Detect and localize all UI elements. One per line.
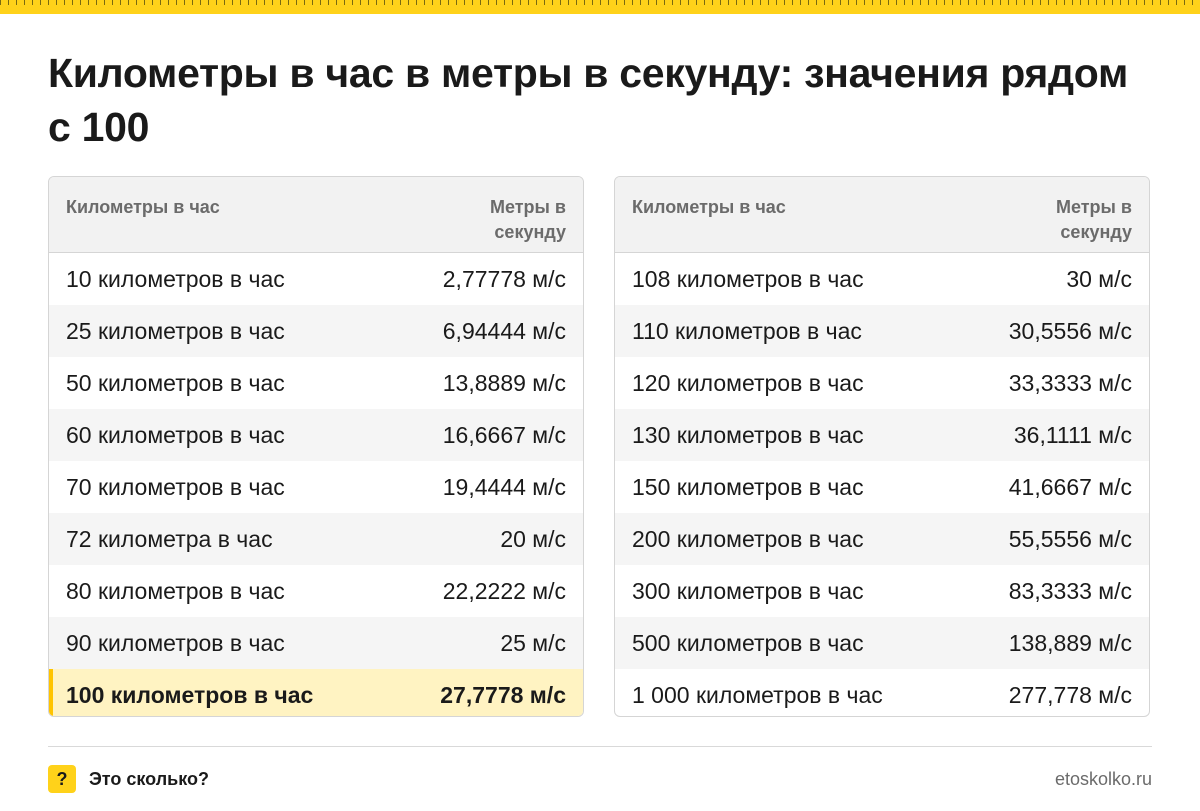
kmh-cell: 110 километров в час (632, 317, 862, 344)
column-header-ms: Метры в секунду (1055, 197, 1132, 242)
table-row: 10 километров в час 2,77778 м/с (49, 253, 583, 305)
column-header-kmh: Километры в час (632, 197, 786, 217)
table-row: 70 километров в час 19,4444 м/с (49, 461, 583, 513)
kmh-cell: 90 километров в час (66, 629, 285, 656)
ruler-strip (0, 0, 1200, 14)
kmh-cell: 100 километров в час (66, 681, 314, 708)
table-row: 130 километров в час 36,1111 м/с (615, 409, 1149, 461)
kmh-cell: 1 000 километров в час (632, 681, 883, 708)
table-row: 60 километров в час 16,6667 м/с (49, 409, 583, 461)
kmh-cell: 150 километров в час (632, 473, 864, 500)
page-title: Километры в час в метры в секунду: значе… (48, 50, 1128, 150)
ms-cell: 22,2222 м/с (442, 577, 566, 604)
ms-cell: 277,778 м/с (1008, 681, 1132, 708)
column-header-ms: Метры в секунду (489, 197, 566, 242)
table-row: 110 километров в час 30,5556 м/с (615, 305, 1149, 357)
ms-cell: 20 м/с (500, 525, 566, 552)
kmh-cell: 70 километров в час (66, 473, 285, 500)
ms-cell: 30 м/с (1066, 265, 1132, 292)
table-row: 90 километров в час 25 м/с (49, 617, 583, 669)
ms-cell: 16,6667 м/с (442, 421, 566, 448)
table-row-highlighted: 100 километров в час 27,7778 м/с (49, 669, 583, 716)
brand-name: Это сколько? (89, 768, 209, 789)
table-row: 50 километров в час 13,8889 м/с (49, 357, 583, 409)
table-row: 500 километров в час 138,889 м/с (615, 617, 1149, 669)
table-row: 72 километра в час 20 м/с (49, 513, 583, 565)
ms-cell: 138,889 м/с (1008, 629, 1132, 656)
table-row: 150 километров в час 41,6667 м/с (615, 461, 1149, 513)
ms-cell: 41,6667 м/с (1008, 473, 1132, 500)
kmh-cell: 50 километров в час (66, 369, 285, 396)
footer-divider (48, 746, 1152, 747)
ms-cell: 36,1111 м/с (1013, 421, 1132, 448)
ms-cell: 2,77778 м/с (442, 265, 566, 292)
ms-cell: 19,4444 м/с (442, 473, 566, 500)
kmh-cell: 120 километров в час (632, 369, 864, 396)
kmh-cell: 108 километров в час (632, 265, 864, 292)
table-row: 120 километров в час 33,3333 м/с (615, 357, 1149, 409)
conversion-table-right: Километры в час Метры в секунду 108 кило… (614, 176, 1150, 717)
ms-cell: 55,5556 м/с (1008, 525, 1132, 552)
kmh-cell: 500 километров в час (632, 629, 864, 656)
kmh-cell: 200 километров в час (632, 525, 864, 552)
ms-cell: 13,8889 м/с (442, 369, 566, 396)
kmh-cell: 10 километров в час (66, 265, 285, 292)
table-row: 80 километров в час 22,2222 м/с (49, 565, 583, 617)
column-header-kmh: Километры в час (66, 197, 220, 217)
kmh-cell: 130 километров в час (632, 421, 864, 448)
ms-cell: 27,7778 м/с (440, 681, 566, 708)
kmh-cell: 72 километра в час (66, 525, 273, 552)
conversion-table-left: Километры в час Метры в секунду 10 килом… (48, 176, 584, 717)
table-row: 300 километров в час 83,3333 м/с (615, 565, 1149, 617)
table-row: 1 000 километров в час 277,778 м/с (615, 669, 1149, 716)
table-row: 25 километров в час 6,94444 м/с (49, 305, 583, 357)
ms-cell: 25 м/с (500, 629, 566, 656)
ms-cell: 83,3333 м/с (1008, 577, 1132, 604)
kmh-cell: 25 километров в час (66, 317, 285, 344)
brand-link[interactable]: ? Это сколько? (48, 765, 209, 793)
question-icon: ? (48, 765, 76, 793)
kmh-cell: 80 километров в час (66, 577, 285, 604)
ms-cell: 6,94444 м/с (442, 317, 566, 344)
kmh-cell: 300 километров в час (632, 577, 864, 604)
ms-cell: 30,5556 м/с (1008, 317, 1132, 344)
table-row: 200 километров в час 55,5556 м/с (615, 513, 1149, 565)
kmh-cell: 60 километров в час (66, 421, 285, 448)
table-row: 108 километров в час 30 м/с (615, 253, 1149, 305)
table-header: Километры в час Метры в секунду (49, 177, 583, 253)
table-header: Километры в час Метры в секунду (615, 177, 1149, 253)
site-link[interactable]: etoskolko.ru (1054, 769, 1152, 789)
ms-cell: 33,3333 м/с (1008, 369, 1132, 396)
